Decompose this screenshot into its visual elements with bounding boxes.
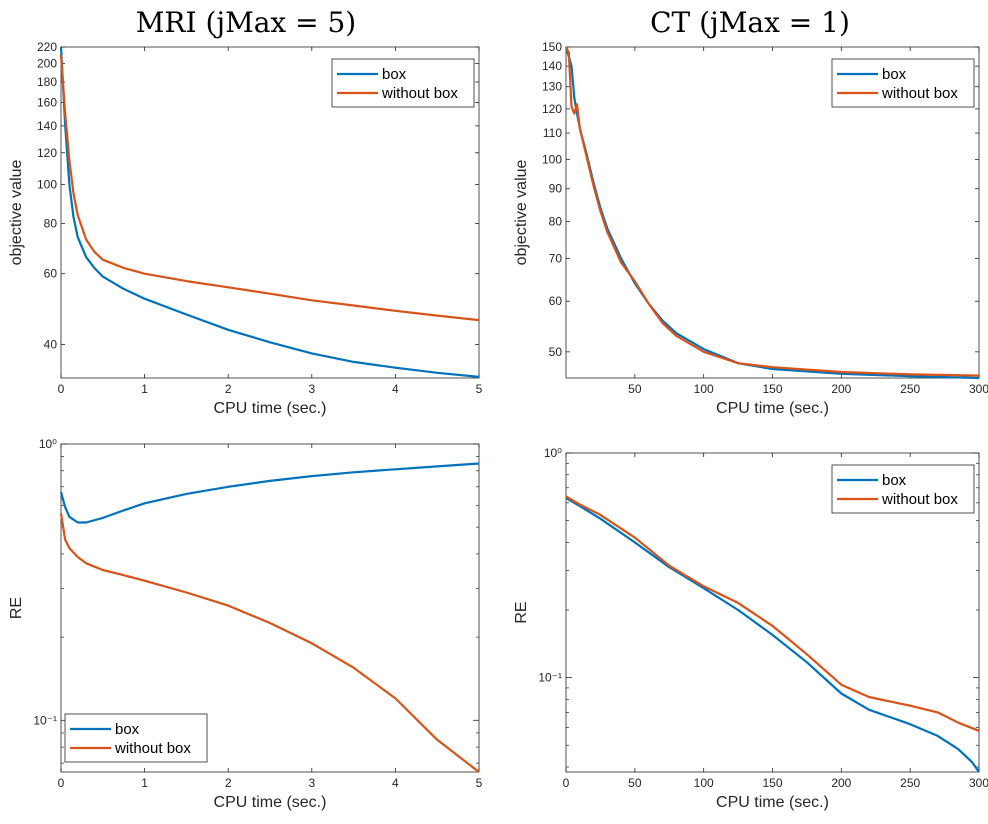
series-line-without-box xyxy=(565,495,980,732)
y-tick-label: 80 xyxy=(549,214,563,228)
y-axis-label: RE xyxy=(513,601,530,623)
x-tick-label: 1 xyxy=(141,382,148,396)
x-tick-label: 250 xyxy=(900,776,920,790)
y-tick-label: 130 xyxy=(542,80,562,94)
x-tick-label: 0 xyxy=(563,776,570,790)
x-axis-label: CPU time (sec.) xyxy=(214,794,327,811)
y-axis-label: RE xyxy=(8,597,25,619)
y-tick-label: 220 xyxy=(37,40,57,54)
y-tick-label: 120 xyxy=(542,102,562,116)
x-tick-label: 100 xyxy=(694,382,714,396)
legend-label: box xyxy=(382,66,407,83)
x-tick-label: 2 xyxy=(225,776,232,790)
y-tick-label: 90 xyxy=(549,182,563,196)
x-tick-label: 5 xyxy=(476,776,483,790)
x-tick-label: 5 xyxy=(476,382,483,396)
y-tick-label: 150 xyxy=(542,40,562,54)
x-axis-label: CPU time (sec.) xyxy=(214,400,327,417)
legend-label: box xyxy=(882,66,907,83)
legend-label: without box xyxy=(881,491,958,508)
legend-label: box xyxy=(882,472,907,489)
y-tick-label: 100 xyxy=(37,178,57,192)
legend-label: box xyxy=(115,721,140,738)
y-axis-label: objective value xyxy=(8,159,25,265)
x-axis-label: CPU time (sec.) xyxy=(716,400,829,417)
series-line-box xyxy=(59,462,480,524)
series-line-box xyxy=(565,497,980,773)
legend-box xyxy=(831,58,975,108)
y-tick-label: 140 xyxy=(542,59,562,73)
y-tick-label: 70 xyxy=(549,251,563,265)
y-tick-label: 120 xyxy=(37,146,57,160)
x-tick-label: 0 xyxy=(58,382,65,396)
y-tick-label: 50 xyxy=(549,345,563,359)
x-tick-label: 2 xyxy=(225,382,232,396)
x-tick-label: 250 xyxy=(900,382,920,396)
x-tick-label: 300 xyxy=(969,382,988,396)
x-tick-label: 3 xyxy=(308,776,315,790)
legend-label: without box xyxy=(881,85,958,102)
legend-label: without box xyxy=(381,85,458,102)
y-tick-label: 10⁰ xyxy=(39,437,57,451)
x-tick-label: 150 xyxy=(762,382,782,396)
series-line-box xyxy=(59,46,480,378)
series-line-without-box xyxy=(59,513,480,773)
x-tick-label: 4 xyxy=(392,382,399,396)
legend-label: without box xyxy=(114,740,191,757)
x-tick-label: 0 xyxy=(58,776,65,790)
x-tick-label: 50 xyxy=(628,382,642,396)
series-line-box xyxy=(564,46,980,380)
y-tick-label: 140 xyxy=(37,119,57,133)
x-tick-label: 4 xyxy=(392,776,399,790)
y-tick-label: 110 xyxy=(543,126,562,140)
x-axis-label: CPU time (sec.) xyxy=(716,794,829,811)
y-tick-label: 160 xyxy=(37,96,57,110)
y-axis-label: objective value xyxy=(513,159,530,265)
series-line-without-box xyxy=(565,46,980,377)
x-tick-label: 100 xyxy=(694,776,714,790)
y-tick-label: 10⁻¹ xyxy=(538,671,562,685)
x-tick-label: 150 xyxy=(762,776,782,790)
series-line-without-box xyxy=(59,55,480,322)
axes-box xyxy=(60,443,480,773)
x-tick-label: 300 xyxy=(969,776,988,790)
axes-box xyxy=(60,46,480,379)
x-tick-label: 1 xyxy=(141,776,148,790)
x-tick-label: 200 xyxy=(831,382,851,396)
y-tick-label: 180 xyxy=(37,75,57,89)
legend-box xyxy=(831,464,975,514)
y-tick-label: 10⁻¹ xyxy=(33,713,57,727)
legend-box xyxy=(64,713,208,763)
y-tick-label: 80 xyxy=(44,216,58,230)
x-tick-label: 50 xyxy=(628,776,642,790)
y-tick-label: 10⁰ xyxy=(544,446,562,460)
y-tick-label: 200 xyxy=(37,57,57,71)
y-tick-label: 40 xyxy=(44,337,58,351)
y-tick-label: 100 xyxy=(542,153,562,167)
y-tick-label: 60 xyxy=(549,294,563,308)
title-mri: MRI (jMax = 5) xyxy=(136,6,356,39)
title-ct: CT (jMax = 1) xyxy=(650,6,850,39)
x-tick-label: 3 xyxy=(308,382,315,396)
x-tick-label: 200 xyxy=(831,776,851,790)
y-tick-label: 60 xyxy=(44,267,58,281)
legend-box xyxy=(331,58,475,108)
